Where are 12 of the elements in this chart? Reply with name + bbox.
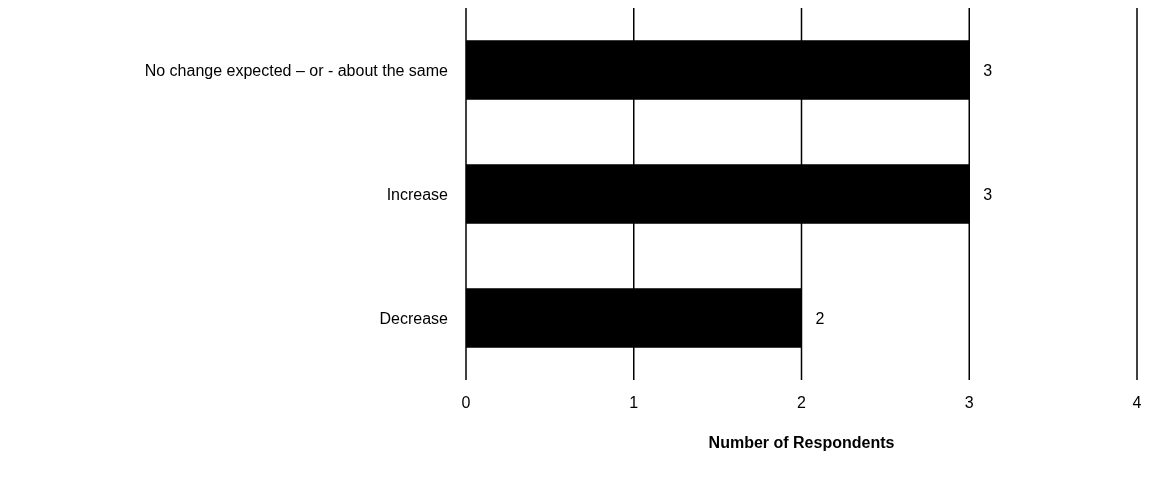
x-tick-label: 2 (797, 394, 807, 411)
x-tick-label: 0 (461, 394, 471, 411)
x-tick-label: 1 (629, 394, 639, 411)
y-tick-label: Increase (386, 185, 449, 203)
data-label: 3 (983, 185, 993, 203)
y-tick-label: Decrease (379, 309, 449, 327)
data-label: 3 (983, 61, 993, 79)
x-axis-title: Number of Respondents (708, 434, 895, 451)
y-tick-label: No change expected – or - about the same (144, 61, 449, 79)
x-tick-label: 4 (1132, 394, 1142, 411)
data-label: 2 (815, 309, 825, 327)
x-tick-label: 3 (964, 394, 974, 411)
